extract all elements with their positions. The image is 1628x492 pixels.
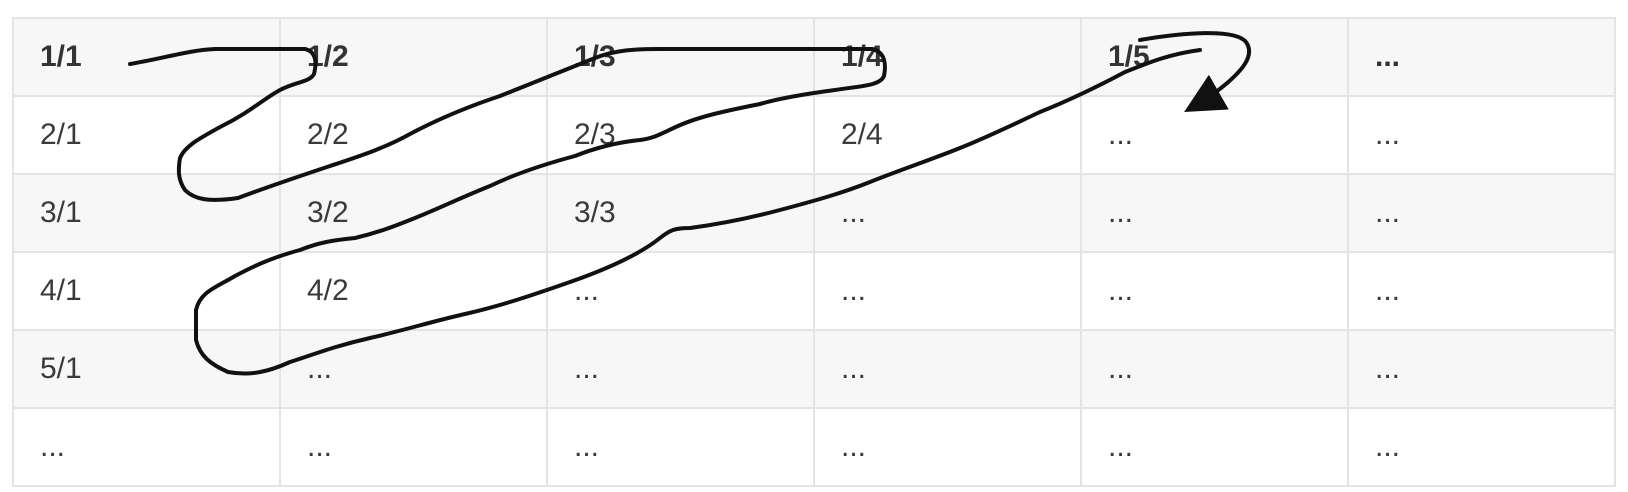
grid-cell: ... — [1080, 173, 1349, 253]
grid-cell: ... — [1347, 173, 1616, 253]
grid-cell: 3/2 — [279, 173, 548, 253]
grid-cell: 1/4 — [813, 17, 1082, 97]
grid-cell: ... — [813, 407, 1082, 487]
grid-cell: ... — [1080, 329, 1349, 409]
grid-cell: 3/1 — [12, 173, 281, 253]
grid-cell: 3/3 — [546, 173, 815, 253]
grid-row: 3/1 3/2 3/3......... — [12, 173, 1616, 253]
grid-cell: ... — [1080, 251, 1349, 331]
grid-cell: ... — [279, 329, 548, 409]
grid-cell: ... — [1347, 251, 1616, 331]
grid-cell: ... — [1347, 329, 1616, 409]
grid-cell: ... — [813, 329, 1082, 409]
grid-row: 2/1 2/2 2/3 2/4...... — [12, 95, 1616, 175]
grid-cell: ... — [1080, 407, 1349, 487]
grid-cell: 2/1 — [12, 95, 281, 175]
grid-cell: ... — [813, 251, 1082, 331]
grid-cell: ... — [1347, 17, 1616, 97]
grid-cell: 5/1 — [12, 329, 281, 409]
grid-row: .................. — [12, 407, 1616, 487]
grid-cell: ... — [546, 407, 815, 487]
grid-cell: ... — [12, 407, 281, 487]
grid-cell: ... — [279, 407, 548, 487]
grid-cell: 1/2 — [279, 17, 548, 97]
grid-cell: 1/5 — [1080, 17, 1349, 97]
grid-cell: ... — [813, 173, 1082, 253]
grid-cell: 1/1 — [12, 17, 281, 97]
grid-cell: 2/3 — [546, 95, 815, 175]
grid-row: 5/1............... — [12, 329, 1616, 409]
grid-cell: ... — [546, 329, 815, 409]
fraction-grid-container: 1/1 1/2 1/3 1/4 1/5... 2/1 2/2 2/3 2/4...... 3/1 3… — [12, 17, 1616, 487]
grid-cell: 4/2 — [279, 251, 548, 331]
grid-cell: ... — [546, 251, 815, 331]
fraction-grid: 1/1 1/2 1/3 1/4 1/5... 2/1 2/2 2/3 2/4...... 3/1 3… — [12, 17, 1616, 487]
grid-cell: 2/4 — [813, 95, 1082, 175]
grid-cell: ... — [1347, 407, 1616, 487]
grid-row: 1/1 1/2 1/3 1/4 1/5... — [12, 17, 1616, 97]
grid-cell: 2/2 — [279, 95, 548, 175]
grid-row: 4/1 4/2............ — [12, 251, 1616, 331]
grid-cell: 1/3 — [546, 17, 815, 97]
grid-cell: 4/1 — [12, 251, 281, 331]
grid-cell: ... — [1347, 95, 1616, 175]
grid-cell: ... — [1080, 95, 1349, 175]
